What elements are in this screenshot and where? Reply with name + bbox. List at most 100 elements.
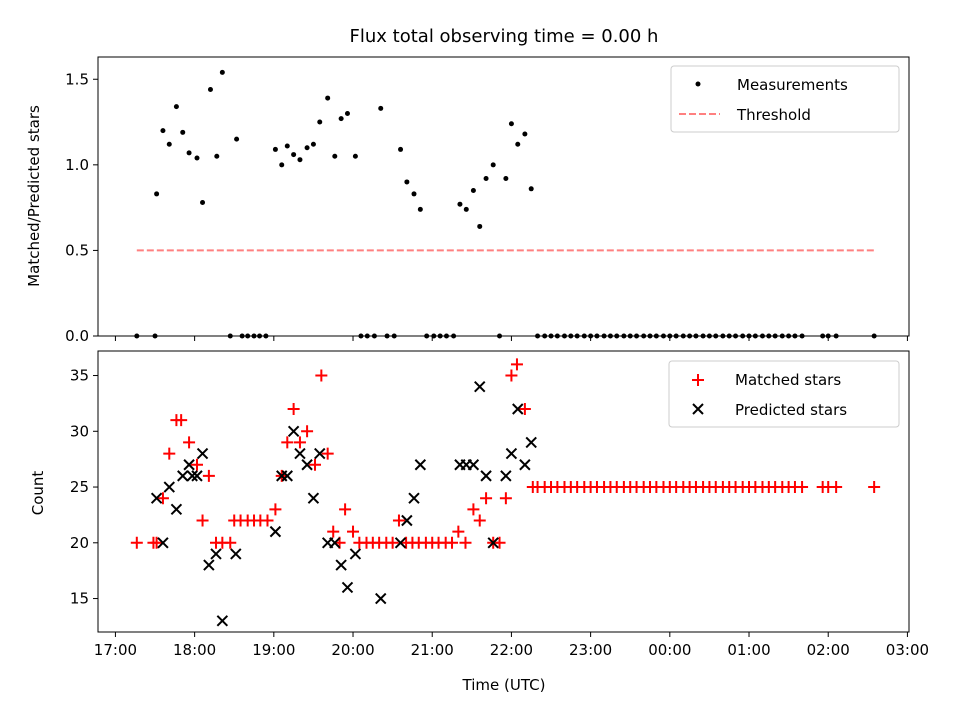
measurement-point xyxy=(234,136,240,142)
predicted-star-point xyxy=(512,403,524,415)
matched-star-point xyxy=(156,492,169,505)
measurement-point xyxy=(411,191,417,197)
measurement-point xyxy=(508,121,514,127)
x-tick-label: 18:00 xyxy=(173,641,216,659)
predicted-star-point xyxy=(150,492,163,504)
predicted-star-point xyxy=(203,559,215,571)
matched-star-point xyxy=(269,503,282,516)
measurement-point xyxy=(160,128,166,134)
predicted-star-point xyxy=(170,503,183,516)
predicted-star-point xyxy=(349,548,362,560)
y-tick-label: 30 xyxy=(70,422,89,440)
bottom-xlabel: Time (UTC) xyxy=(462,676,546,694)
measurement-point xyxy=(291,152,297,158)
bottom-axes: Count Time (UTC) 15 20 25 30 35 17:00 18:00 19… xyxy=(29,350,929,694)
x-tick-label: 01:00 xyxy=(727,641,770,659)
matched-star-point xyxy=(261,514,274,527)
predicted-star-point xyxy=(525,436,537,449)
matched-stars-series xyxy=(130,358,881,549)
measurement-point xyxy=(207,87,213,93)
predicted-star-point xyxy=(183,459,195,471)
x-tick-label: 00:00 xyxy=(648,641,691,659)
x-tick-label: 23:00 xyxy=(569,641,612,659)
matched-star-point xyxy=(446,536,459,549)
measurement-point xyxy=(279,162,285,168)
measurement-point xyxy=(325,95,331,101)
measurement-point xyxy=(344,110,350,116)
matched-star-point xyxy=(190,458,203,471)
matched-star-point xyxy=(480,492,493,505)
top-y-ticks: 0.0 0.5 1.0 1.5 xyxy=(65,70,98,345)
measurement-point xyxy=(310,141,316,147)
matched-star-point xyxy=(130,536,143,549)
legend-matched-marker xyxy=(692,374,704,386)
measurement-point xyxy=(404,179,410,185)
measurement-point xyxy=(219,69,225,75)
predicted-star-point xyxy=(307,492,320,504)
predicted-star-point xyxy=(505,447,518,460)
measurement-point xyxy=(470,188,476,194)
measurement-point xyxy=(154,191,160,197)
matched-star-point xyxy=(224,536,237,549)
measurement-point xyxy=(490,162,496,168)
predicted-stars-series xyxy=(150,380,537,627)
matched-star-point xyxy=(452,525,465,538)
matched-star-point xyxy=(202,469,215,482)
matched-star-point xyxy=(287,402,300,415)
measurement-point xyxy=(173,104,179,110)
matched-star-point xyxy=(473,514,486,527)
matched-star-point xyxy=(386,536,399,549)
y-tick-label: 0.5 xyxy=(65,241,89,259)
predicted-star-point xyxy=(287,425,300,437)
matched-star-point xyxy=(518,402,531,415)
predicted-star-point xyxy=(480,470,492,482)
predicted-star-point xyxy=(177,470,189,482)
bottom-legend-box xyxy=(668,360,900,428)
bottom-y-ticks: 15 20 25 30 35 xyxy=(70,367,98,608)
matched-star-point xyxy=(175,414,188,427)
predicted-star-point xyxy=(186,470,198,482)
matched-star-point xyxy=(293,436,306,449)
x-tick-label: 17:00 xyxy=(94,641,137,659)
bottom-ylabel: Count xyxy=(29,471,47,516)
predicted-star-point xyxy=(269,525,282,538)
legend-predicted-label: Predicted stars xyxy=(735,401,847,419)
measurement-point xyxy=(194,155,200,161)
matched-star-point xyxy=(150,536,163,549)
predicted-star-point xyxy=(394,537,407,549)
x-tick-label: 19:00 xyxy=(252,641,295,659)
matched-star-point xyxy=(196,514,209,527)
legend-threshold-label: Threshold xyxy=(736,106,811,124)
predicted-star-point xyxy=(216,615,229,627)
legend-measurements-label: Measurements xyxy=(737,76,848,94)
top-axes: Matched/Predicted stars 0.0 0.5 1.0 1.5 Mea… xyxy=(25,56,910,345)
measurement-point xyxy=(528,186,534,192)
top-axes-frame xyxy=(97,56,910,337)
predicted-star-point xyxy=(191,470,203,482)
matched-star-point xyxy=(392,514,405,527)
legend-matched-label: Matched stars xyxy=(735,371,841,389)
top-legend-box xyxy=(670,65,900,133)
legend-measurements-marker xyxy=(695,81,701,87)
top-legend: Measurements Threshold xyxy=(670,65,900,133)
bottom-x-ticks: 17:00 18:00 19:00 20:00 21:00 22:00 23:00 00:00… xyxy=(94,632,929,659)
measurement-point xyxy=(166,141,172,147)
matched-star-point xyxy=(347,525,360,538)
measurement-point xyxy=(332,153,338,159)
predicted-star-point xyxy=(196,447,209,460)
measurement-point xyxy=(180,129,186,135)
matched-star-point xyxy=(321,447,334,460)
measurement-point xyxy=(463,206,469,212)
matched-star-point xyxy=(830,481,843,494)
x-tick-label: 20:00 xyxy=(331,641,374,659)
matched-star-point xyxy=(163,447,176,460)
measurement-point xyxy=(378,105,384,111)
matched-star-point xyxy=(868,481,881,494)
predicted-star-point xyxy=(375,592,387,605)
predicted-star-point xyxy=(474,380,486,393)
y-tick-label: 35 xyxy=(70,367,89,385)
matched-star-point xyxy=(467,503,480,516)
matched-star-point xyxy=(505,369,518,382)
measurement-point xyxy=(214,153,220,159)
